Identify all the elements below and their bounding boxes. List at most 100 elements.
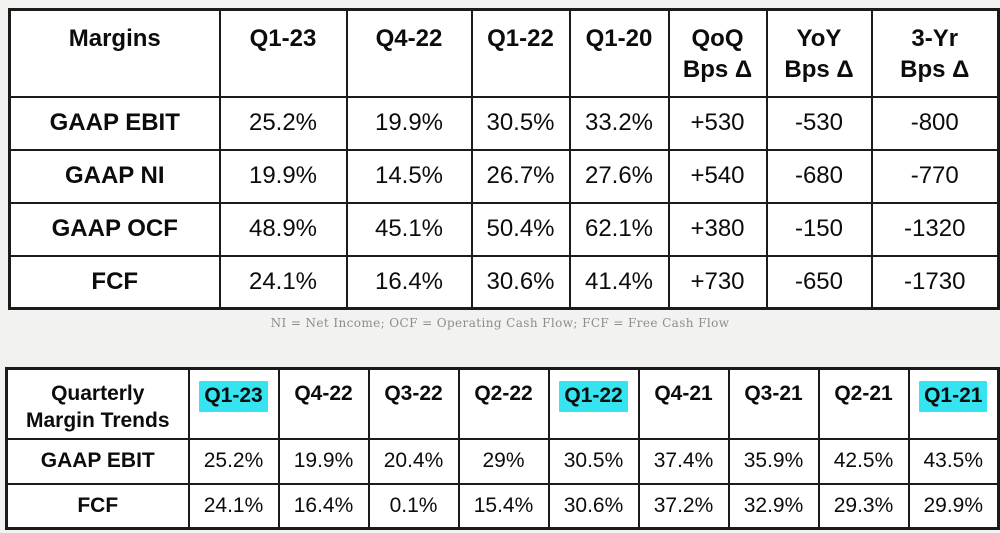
data-cell-gaap-ebit-q1-21-label: 43.5%: [923, 449, 984, 472]
column-header-q2-21-label: Q2-21: [834, 382, 893, 405]
data-cell-gaap-ebit-qoq-bps-label: +530: [690, 109, 745, 136]
trends-table-body: GAAP EBIT 25.2% 19.9% 20.4% 29% 30.5% 37.4% 35.…: [5, 437, 1000, 530]
column-header-yoy-bps-label: YoY Bps Δ: [784, 25, 854, 83]
data-cell-fcf-q4-21: 37.2%: [637, 482, 730, 530]
column-header-q1-23-label: Q1-23: [199, 381, 268, 412]
data-cell-gaap-ebit-q4-22-label: 19.9%: [374, 109, 444, 136]
data-cell-gaap-ocf-yoy-bps: -150: [765, 201, 873, 257]
column-header-q1-22-label: Q1-22: [487, 25, 554, 52]
row-label-gaap-ni: GAAP NI: [8, 148, 221, 204]
column-header-q1-23-label: Q1-23: [249, 25, 317, 52]
trends-table-title: Quarterly Margin Trends: [5, 367, 190, 440]
data-cell-gaap-ni-q1-22: 26.7%: [470, 148, 571, 204]
data-cell-gaap-ebit-qoq-bps: +530: [667, 95, 768, 151]
data-cell-fcf-qoq-bps-label: +730: [690, 267, 745, 295]
data-cell-fcf-yoy-bps-label: -650: [794, 267, 844, 295]
column-header-qoq-bps: QoQ Bps Δ: [667, 8, 768, 98]
column-header-qoq-bps-label: QoQ Bps Δ: [682, 25, 753, 83]
table-row-gaap-ocf: GAAP OCF 48.9% 45.1% 50.4% 62.1% +380 -150 -132…: [8, 201, 1000, 257]
margins-table: Margins Q1-23 Q4-22 Q1-22 Q1-20 QoQ Bps Δ YoY …: [8, 8, 1000, 310]
data-cell-gaap-ni-q4-22-label: 14.5%: [374, 162, 444, 189]
data-cell-fcf-qoq-bps: +730: [667, 254, 768, 310]
data-cell-gaap-ebit-q1-22-label: 30.5%: [486, 109, 555, 136]
row-label-gaap-ebit-label: GAAP EBIT: [40, 449, 155, 472]
row-label-gaap-ni-label: GAAP NI: [64, 162, 165, 189]
data-cell-gaap-ocf-q1-23: 48.9%: [218, 201, 348, 257]
data-cell-fcf-q3-22-label: 0.1%: [389, 493, 438, 517]
data-cell-gaap-ebit-q2-21: 42.5%: [817, 437, 910, 485]
column-header-q3-21: Q3-21: [727, 367, 820, 440]
row-label-gaap-ebit-label: GAAP EBIT: [49, 109, 180, 136]
data-cell-fcf-q1-23: 24.1%: [218, 254, 348, 310]
data-cell-gaap-ni-3-yr-bps-label: -770: [910, 162, 959, 189]
table-row-gaap-ni: GAAP NI 19.9% 14.5% 26.7% 27.6% +540 -680 -770: [8, 148, 1000, 204]
data-cell-fcf-q1-23-label: 24.1%: [203, 493, 264, 517]
data-cell-fcf-q3-21-label: 32.9%: [743, 493, 804, 517]
data-cell-gaap-ni-qoq-bps: +540: [667, 148, 768, 204]
data-cell-gaap-ocf-yoy-bps-label: -150: [794, 215, 844, 242]
row-label-gaap-ebit: GAAP EBIT: [5, 437, 190, 485]
data-cell-gaap-ni-qoq-bps-label: +540: [690, 162, 745, 189]
column-header-q4-22: Q4-22: [345, 8, 473, 98]
data-cell-gaap-ebit-q4-22: 19.9%: [345, 95, 473, 151]
data-cell-gaap-ebit-q2-22-label: 29%: [482, 449, 525, 472]
column-header-3-yr-bps-label: 3-Yr Bps Δ: [900, 25, 970, 83]
column-header-q4-22: Q4-22: [277, 367, 370, 440]
data-cell-gaap-ebit-q2-21-label: 42.5%: [833, 449, 894, 472]
column-header-q1-21: Q1-21: [907, 367, 1000, 440]
data-cell-gaap-ebit-q1-20: 33.2%: [568, 95, 670, 151]
data-cell-fcf-yoy-bps: -650: [765, 254, 873, 310]
data-cell-gaap-ebit-q4-21-label: 37.4%: [653, 449, 714, 472]
data-cell-fcf-q1-20: 41.4%: [568, 254, 670, 310]
data-cell-gaap-ebit-q1-22: 30.5%: [470, 95, 571, 151]
row-label-fcf: FCF: [5, 482, 190, 530]
column-header-q2-22-label: Q2-22: [474, 382, 533, 405]
data-cell-fcf-q4-22: 16.4%: [277, 482, 370, 530]
data-cell-gaap-ebit-q3-21: 35.9%: [727, 437, 820, 485]
table-row-gaap-ebit: GAAP EBIT 25.2% 19.9% 30.5% 33.2% +530 -530 -80…: [8, 95, 1000, 151]
table-row-fcf: FCF 24.1% 16.4% 30.6% 41.4% +730 -650 -1730: [8, 254, 1000, 310]
column-header-q4-22-label: Q4-22: [375, 25, 443, 52]
data-cell-fcf-q4-22-label: 16.4%: [293, 493, 354, 517]
data-cell-gaap-ocf-3-yr-bps: -1320: [870, 201, 1000, 257]
column-header-q1-22-label: Q1-22: [559, 381, 628, 412]
data-cell-fcf-q4-22-label: 16.4%: [374, 267, 444, 295]
data-cell-fcf-3-yr-bps: -1730: [870, 254, 1000, 310]
column-header-q1-21-label: Q1-21: [919, 381, 988, 412]
data-cell-gaap-ni-yoy-bps: -680: [765, 148, 873, 204]
data-cell-fcf-q4-22: 16.4%: [345, 254, 473, 310]
data-cell-gaap-ocf-q1-23-label: 48.9%: [248, 215, 318, 242]
row-label-fcf-label: FCF: [91, 267, 139, 295]
column-header-q1-20: Q1-20: [568, 8, 670, 98]
column-header-q3-22-label: Q3-22: [384, 382, 443, 405]
data-cell-gaap-ebit-q3-22: 20.4%: [367, 437, 460, 485]
data-cell-gaap-ebit-q1-23-label: 25.2%: [248, 109, 318, 136]
data-cell-gaap-ni-q1-22-label: 26.7%: [486, 162, 555, 189]
row-label-fcf: FCF: [8, 254, 221, 310]
data-cell-gaap-ocf-q4-22-label: 45.1%: [374, 215, 444, 242]
column-header-q3-22: Q3-22: [367, 367, 460, 440]
data-cell-fcf-q2-22-label: 15.4%: [473, 493, 534, 517]
data-cell-fcf-q1-23-label: 24.1%: [248, 267, 318, 295]
data-cell-gaap-ni-q4-22: 14.5%: [345, 148, 473, 204]
data-cell-gaap-ni-q1-23-label: 19.9%: [248, 162, 318, 189]
data-cell-gaap-ebit-q1-23-label: 25.2%: [203, 449, 264, 472]
data-cell-gaap-ocf-q1-22: 50.4%: [470, 201, 571, 257]
data-cell-gaap-ni-yoy-bps-label: -680: [794, 162, 844, 189]
data-cell-gaap-ebit-q1-20-label: 33.2%: [584, 109, 654, 136]
data-cell-fcf-q1-21-label: 29.9%: [923, 493, 984, 517]
data-cell-gaap-ebit-3-yr-bps: -800: [870, 95, 1000, 151]
data-cell-fcf-3-yr-bps-label: -1730: [904, 267, 966, 295]
margins-table-header-row: Margins Q1-23 Q4-22 Q1-22 Q1-20 QoQ Bps Δ YoY …: [8, 8, 1000, 98]
column-header-q1-22: Q1-22: [470, 8, 571, 98]
column-header-q2-22: Q2-22: [457, 367, 550, 440]
column-header-q2-21: Q2-21: [817, 367, 910, 440]
data-cell-fcf-q1-22-label: 30.6%: [563, 493, 624, 517]
data-cell-fcf-q1-23: 24.1%: [187, 482, 280, 530]
column-header-q1-23: Q1-23: [187, 367, 280, 440]
data-cell-gaap-ebit-q4-22-label: 19.9%: [293, 449, 354, 472]
data-cell-gaap-ocf-qoq-bps-label: +380: [690, 215, 745, 242]
data-cell-gaap-ebit-q1-22-label: 30.5%: [563, 449, 624, 472]
data-cell-gaap-ebit-q1-21: 43.5%: [907, 437, 1000, 485]
